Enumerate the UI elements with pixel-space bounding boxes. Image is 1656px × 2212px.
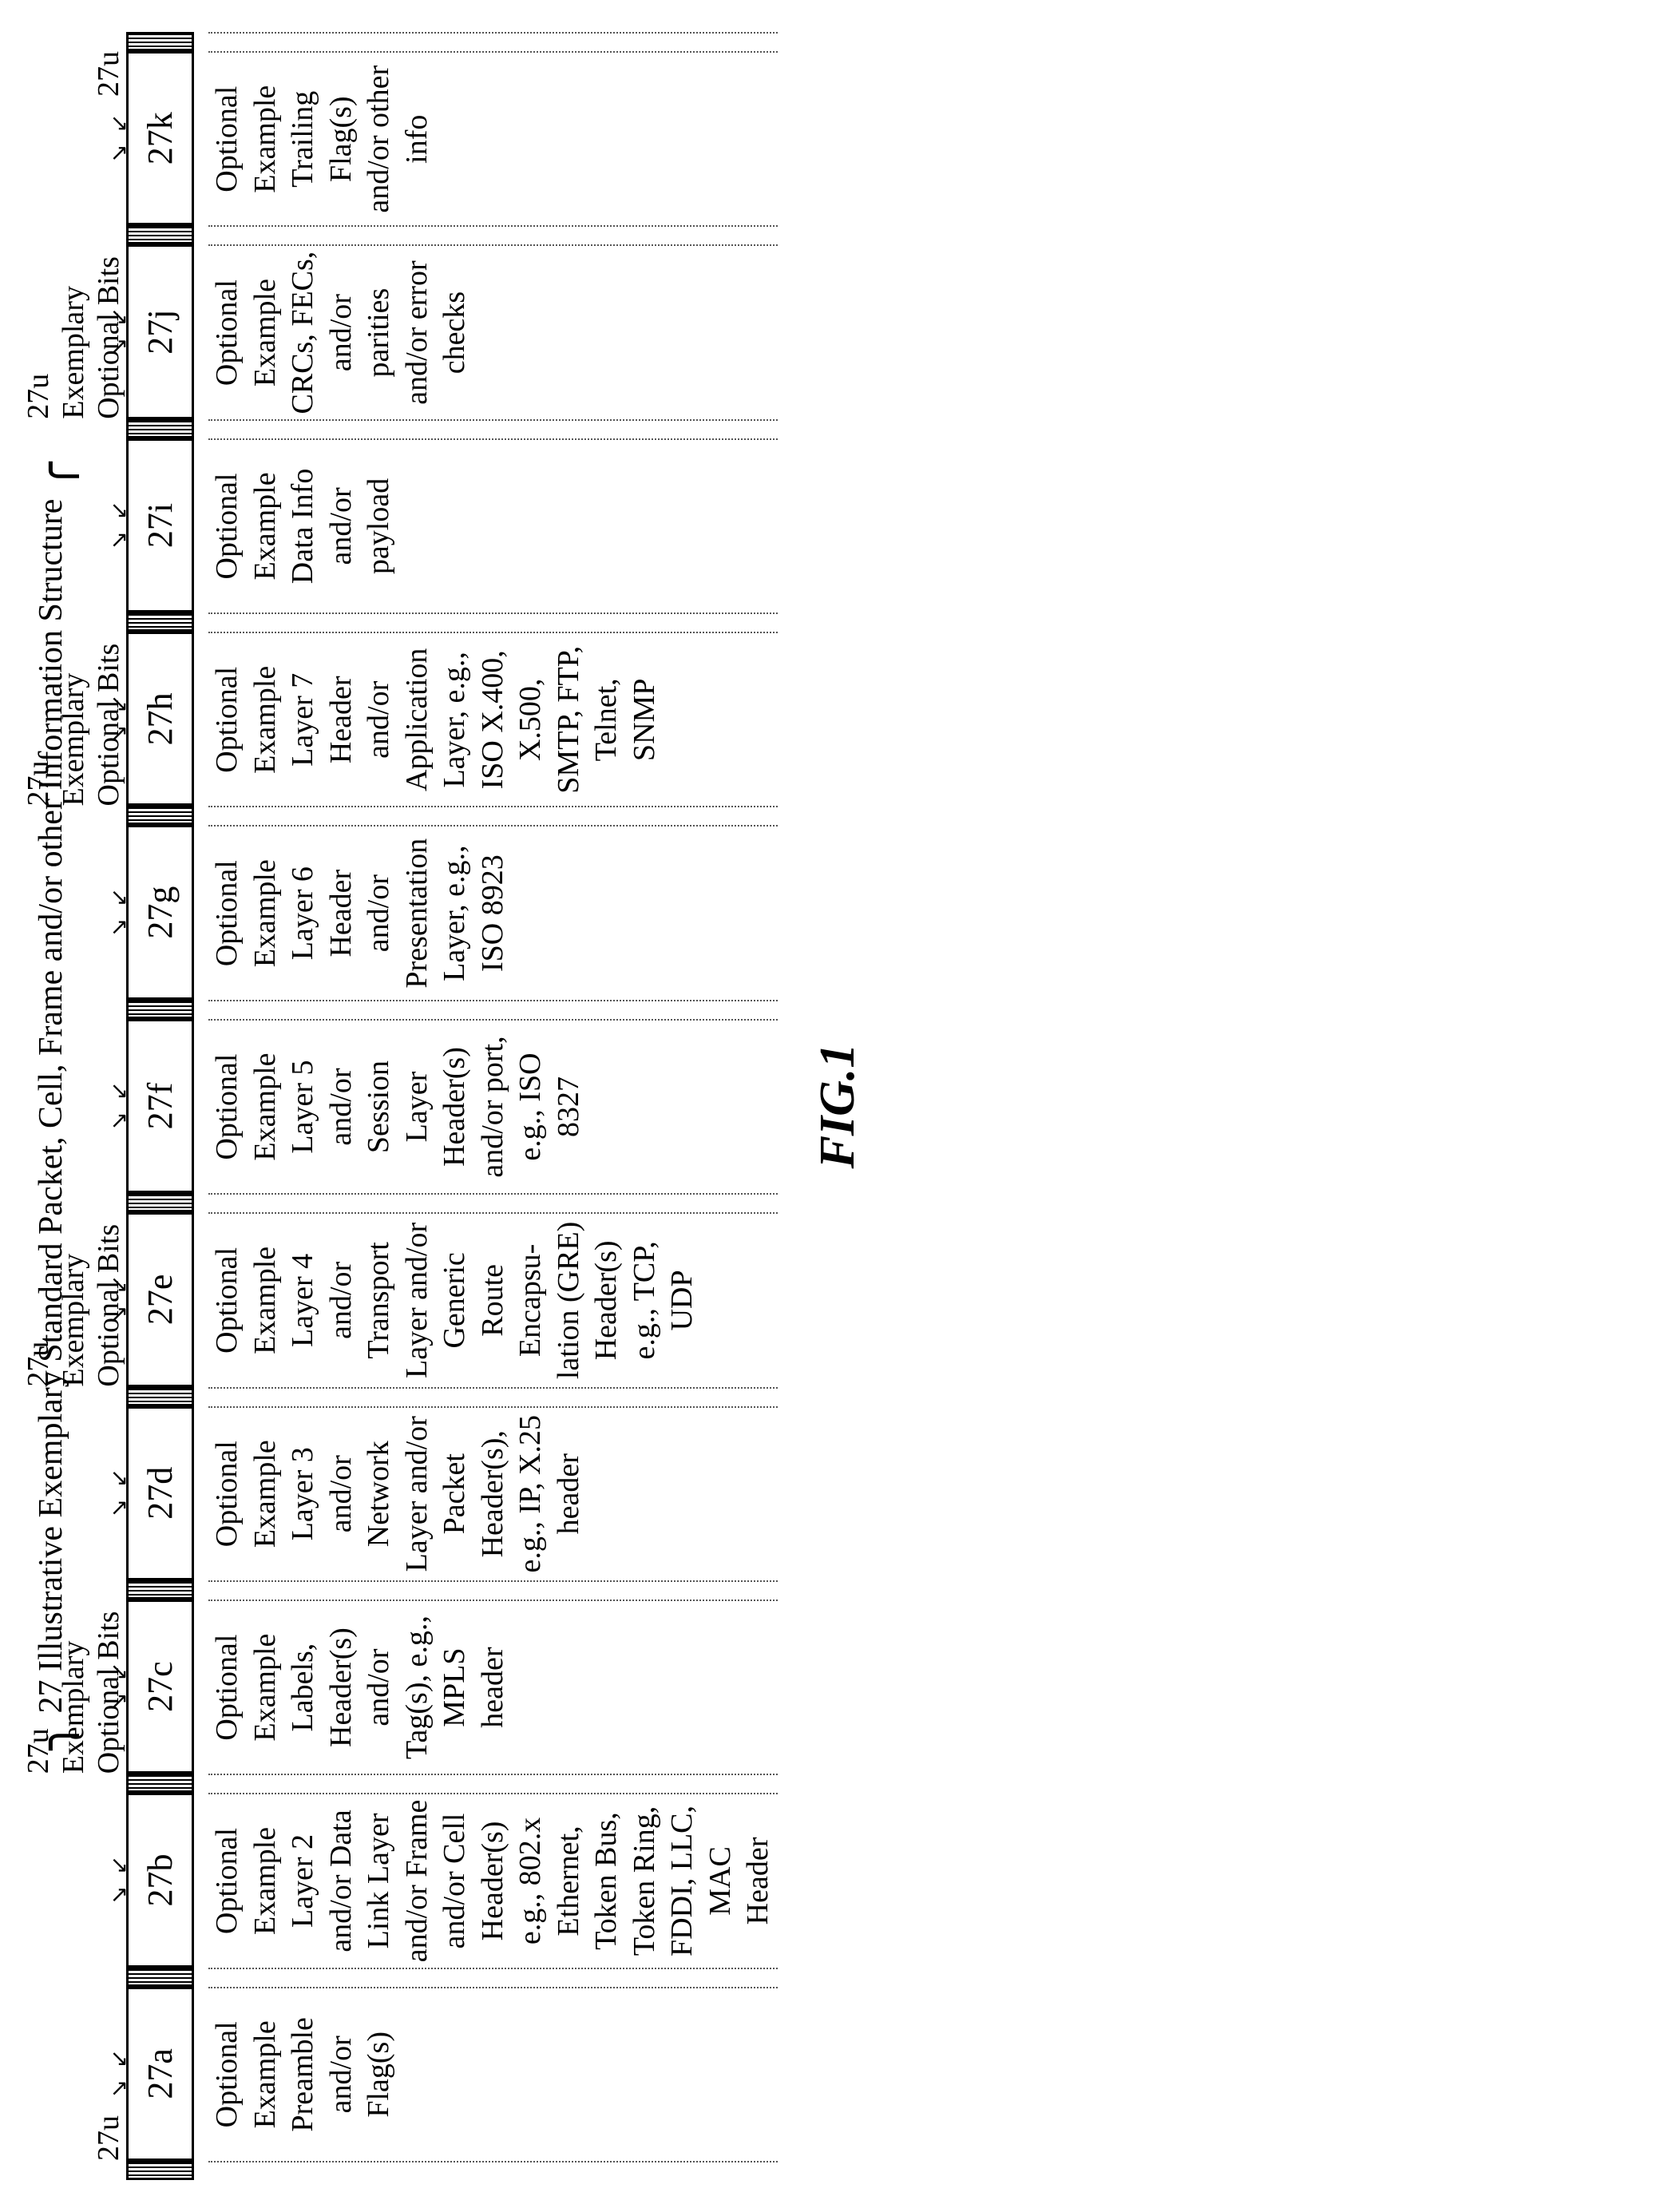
callout-arrow-icon: ↘ ↙	[105, 244, 133, 418]
callout-gap	[78, 1968, 126, 1987]
callout-gap	[78, 32, 126, 51]
callout-cell-27h: 27u Exemplary Optional Bits↘ ↙	[78, 632, 126, 806]
callout-gap	[78, 1774, 126, 1793]
desc-gap	[208, 1000, 778, 1019]
description-row: Optional Example Preamble and/or Flag(s)…	[208, 32, 778, 2180]
callout-cell-27a: 27u↘ ↙	[78, 1987, 126, 2161]
desc-cell-27i: Optional Example Data Info and/or payloa…	[208, 438, 778, 612]
packet-segment-27b: 27b	[126, 1793, 194, 1967]
figure-caption: FIG.1	[810, 32, 866, 2180]
packet-gap	[126, 419, 194, 438]
desc-gap	[208, 1193, 778, 1212]
callout-arrow-icon: ↘ ↙	[105, 1406, 133, 1580]
callout-cell-27k: 27u↘ ↙	[78, 51, 126, 225]
callout-cell-27e: 27u Exemplary Optional Bits↘ ↙	[78, 1212, 126, 1386]
packet-gap	[126, 806, 194, 825]
packet-gap	[126, 32, 194, 51]
packet-gap	[126, 1774, 194, 1793]
callout-cell-27f: ↘ ↙	[78, 1019, 126, 1193]
packet-gap	[126, 225, 194, 244]
packet-gap	[126, 1387, 194, 1406]
packet-gap	[126, 1580, 194, 1600]
callout-gap	[78, 419, 126, 438]
desc-cell-27e: Optional Example Layer 4 and/or Transpor…	[208, 1212, 778, 1386]
packet-segment-27d: 27d	[126, 1406, 194, 1580]
desc-gap	[208, 32, 778, 51]
packet-gap	[126, 612, 194, 632]
callout-arrow-icon: ↘ ↙	[105, 825, 133, 999]
callout-row: 27u↘ ↙ ↘ ↙ 27u Exemplary Optional Bits↘ ↙ ↘…	[78, 32, 126, 2180]
callout-gap	[78, 1580, 126, 1600]
packet-segment-27a: 27a	[126, 1987, 194, 2161]
desc-gap	[208, 419, 778, 438]
desc-cell-27g: Optional Example Layer 6 Header and/or P…	[208, 825, 778, 999]
callout-gap	[78, 225, 126, 244]
desc-gap	[208, 2161, 778, 2180]
callout-cell-27i: ↘ ↙	[78, 438, 126, 612]
callout-gap	[78, 1193, 126, 1212]
callout-cell-27b: ↘ ↙	[78, 1793, 126, 1967]
desc-gap	[208, 1968, 778, 1987]
packet-segment-27j: 27j	[126, 244, 194, 418]
desc-cell-27k: Optional Example Trailing Flag(s) and/or…	[208, 51, 778, 225]
packet-gap	[126, 1193, 194, 1212]
desc-cell-27d: Optional Example Layer 3 and/or Network …	[208, 1406, 778, 1580]
desc-cell-27a: Optional Example Preamble and/or Flag(s)	[208, 1987, 778, 2161]
callout-arrow-icon: ↘ ↙	[105, 632, 133, 806]
packet-structure-row: 27a 27b 27c 27d 27e 27f 27g 27h 27i 27j 27k	[126, 32, 194, 2180]
packet-segment-27f: 27f	[126, 1019, 194, 1193]
packet-gap	[126, 2161, 194, 2180]
desc-cell-27c: Optional Example Labels, Header(s) and/o…	[208, 1600, 778, 1774]
callout-gap	[78, 1000, 126, 1019]
callout-arrow-icon: ↘ ↙	[105, 1600, 133, 1774]
desc-gap	[208, 1774, 778, 1793]
packet-segment-27k: 27k	[126, 51, 194, 225]
callout-arrow-icon: ↘ ↙	[105, 1019, 133, 1193]
packet-segment-27e: 27e	[126, 1212, 194, 1386]
figure-container: ╮ 27 Illustrative Exemplary Standard Pac…	[32, 32, 1624, 2180]
callout-gap	[78, 2161, 126, 2180]
callout-gap	[78, 806, 126, 825]
desc-cell-27b: Optional Example Layer 2 and/or Data Lin…	[208, 1793, 778, 1967]
desc-cell-27j: Optional Example CRCs, FECs, and/or pari…	[208, 244, 778, 418]
packet-segment-27c: 27c	[126, 1600, 194, 1774]
brace-right-icon: ╭	[39, 454, 63, 498]
callout-cell-27g: ↘ ↙	[78, 825, 126, 999]
desc-cell-27h: Optional Example Layer 7 Header and/or A…	[208, 632, 778, 806]
packet-gap	[126, 1000, 194, 1019]
callout-gap	[78, 1387, 126, 1406]
desc-gap	[208, 1580, 778, 1600]
desc-gap	[208, 225, 778, 244]
callout-cell-27c: 27u Exemplary Optional Bits↘ ↙	[78, 1600, 126, 1774]
packet-segment-27i: 27i	[126, 438, 194, 612]
packet-gap	[126, 1968, 194, 1987]
callout-arrow-icon: ↘ ↙	[105, 51, 133, 225]
callout-arrow-icon: ↘ ↙	[105, 1212, 133, 1386]
callout-arrow-icon: ↘ ↙	[105, 1987, 133, 2161]
callout-gap	[78, 612, 126, 632]
desc-gap	[208, 612, 778, 632]
desc-gap	[208, 1387, 778, 1406]
desc-cell-27f: Optional Example Layer 5 and/or Session …	[208, 1019, 778, 1193]
callout-arrow-icon: ↘ ↙	[105, 1793, 133, 1967]
desc-gap	[208, 806, 778, 825]
packet-segment-27h: 27h	[126, 632, 194, 806]
callout-cell-27d: ↘ ↙	[78, 1406, 126, 1580]
callout-cell-27j: 27u Exemplary Optional Bits↘ ↙	[78, 244, 126, 418]
callout-arrow-icon: ↘ ↙	[105, 438, 133, 612]
packet-segment-27g: 27g	[126, 825, 194, 999]
